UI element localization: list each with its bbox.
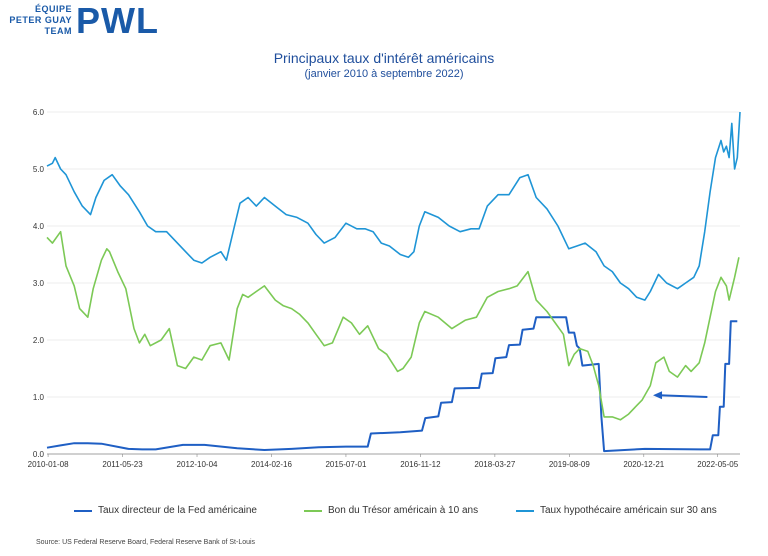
y-tick-label: 2.0 xyxy=(33,336,45,345)
fed-rate-line xyxy=(46,316,738,453)
legend-item-fed: Taux directeur de la Fed américaine xyxy=(74,505,257,516)
legend-label-mortgage: Taux hypothécaire américain sur 30 ans xyxy=(540,505,717,516)
annotation-arrow-shaft xyxy=(658,394,708,398)
legend-swatch-fed xyxy=(74,509,92,512)
annotation-arrow-head xyxy=(653,391,663,400)
treasury-10y-line xyxy=(46,230,740,421)
x-tick-label: 2015-07-01 xyxy=(325,460,366,469)
logo-line-equipe: ÉQUIPE xyxy=(34,4,72,14)
y-tick-label: 6.0 xyxy=(33,108,45,117)
chart-legend: Taux directeur de la Fed américaine Bon … xyxy=(0,505,768,521)
y-tick-label: 4.0 xyxy=(33,222,45,231)
legend-label-treasury: Bon du Trésor américain à 10 ans xyxy=(328,505,479,516)
x-tick-label: 2019-08-09 xyxy=(549,460,590,469)
mortgage-30y-line xyxy=(46,111,741,301)
line-chart: 0.0 1.0 2.0 3.0 4.0 5.0 6.0 2010-01-08 2011-05-2… xyxy=(28,108,741,469)
y-tick-label: 3.0 xyxy=(33,279,45,288)
x-tick-label: 2016-11-12 xyxy=(400,460,441,469)
legend-item-treasury: Bon du Trésor américain à 10 ans xyxy=(304,505,478,516)
chart-title: Principaux taux d'intérêt américains xyxy=(273,50,495,66)
y-tick-label: 5.0 xyxy=(33,165,45,174)
pwl-logo: ÉQUIPE PETER GUAY TEAM PWL xyxy=(6,0,166,41)
legend-swatch-mortgage xyxy=(516,509,534,512)
logo-brand: PWL xyxy=(76,0,159,41)
x-tick-label: 2018-03-27 xyxy=(474,460,515,469)
source-note: Source: US Federal Reserve Board, Federa… xyxy=(36,539,256,546)
logo-line-team: TEAM xyxy=(44,26,72,36)
y-tick-label: 0.0 xyxy=(33,450,45,459)
legend-item-mortgage: Taux hypothécaire américain sur 30 ans xyxy=(516,505,717,516)
x-tick-label: 2011-05-23 xyxy=(102,460,143,469)
x-tick-label: 2012-10-04 xyxy=(177,460,218,469)
logo-line-peter-guay: PETER GUAY xyxy=(9,15,72,25)
x-tick-label: 2020-12-21 xyxy=(623,460,664,469)
y-tick-label: 1.0 xyxy=(33,393,45,402)
x-tick-label: 2010-01-08 xyxy=(28,460,69,469)
chart-subtitle: (janvier 2010 à septembre 2022) xyxy=(304,68,464,80)
legend-label-fed: Taux directeur de la Fed américaine xyxy=(98,505,257,516)
x-tick-label: 2022-05-05 xyxy=(697,460,738,469)
x-tick-label: 2014-02-16 xyxy=(251,460,292,469)
legend-swatch-treasury xyxy=(304,509,322,512)
